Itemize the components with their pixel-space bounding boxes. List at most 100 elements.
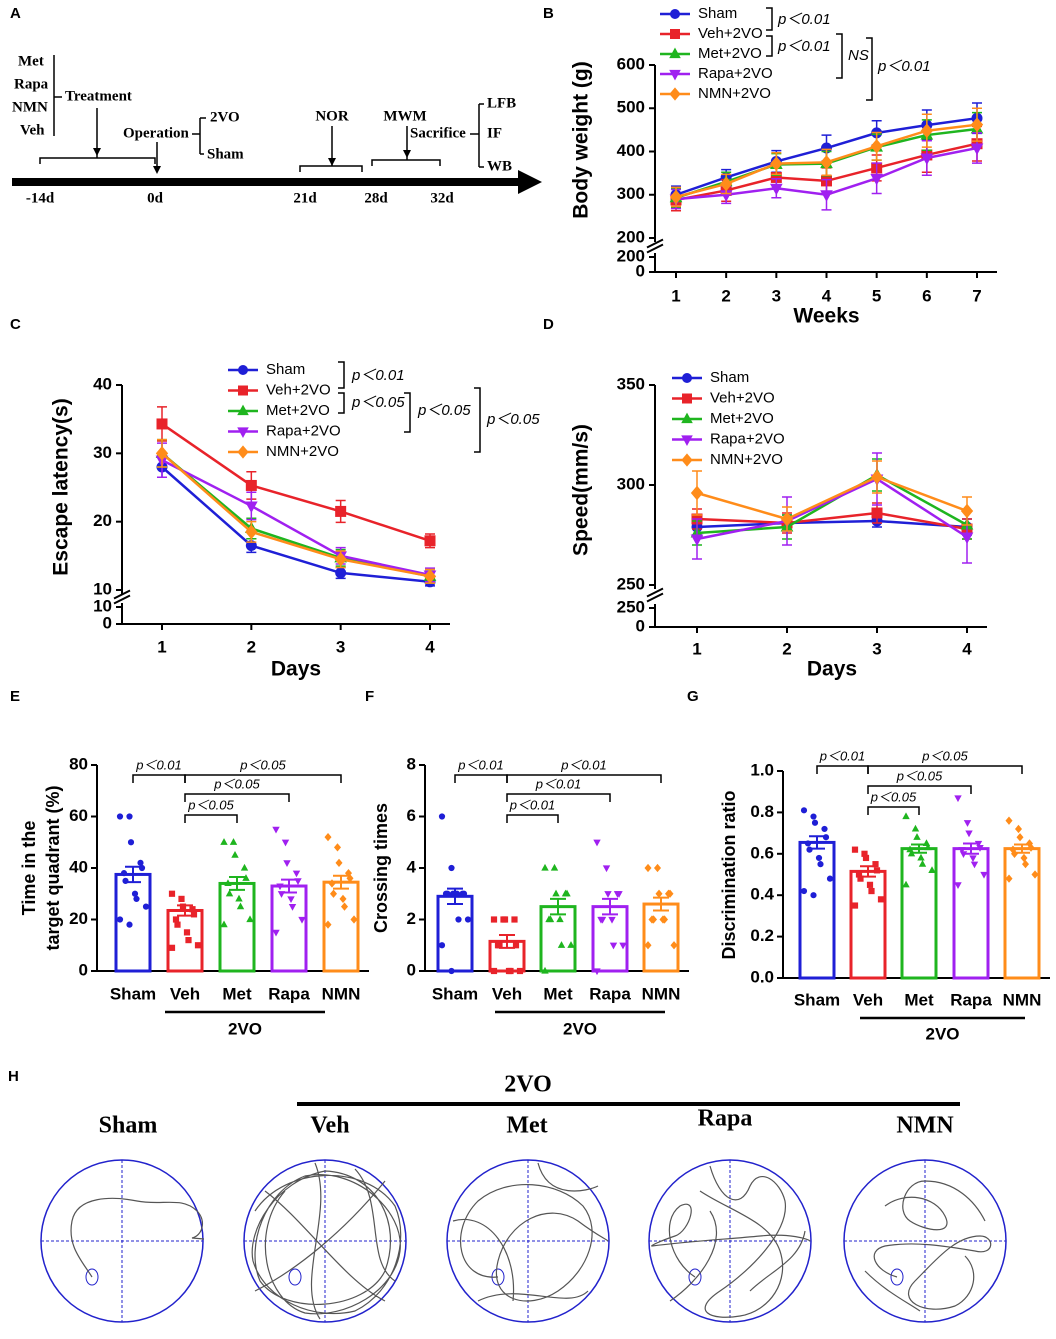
legend-marker — [670, 9, 680, 19]
bracket — [867, 765, 1023, 774]
data-point — [660, 915, 669, 924]
legend-label: NMN+2VO — [710, 451, 783, 468]
data-point — [609, 942, 618, 950]
x-tick-label: NMN — [1003, 990, 1042, 1009]
annotation: NS — [848, 47, 869, 64]
data-point — [283, 860, 291, 868]
x-tick-label: Rapa — [950, 990, 992, 1009]
legend-marker — [669, 87, 681, 101]
trajectory — [864, 1180, 992, 1312]
data-point — [455, 916, 462, 923]
annotation: p＜0.01 — [535, 776, 582, 791]
data-point — [563, 889, 571, 897]
assay: LFB — [487, 95, 516, 111]
x-tick-label: Veh — [170, 984, 200, 1003]
data-point — [464, 916, 472, 923]
bracket — [867, 806, 920, 815]
data-point — [644, 863, 652, 873]
data-point — [593, 839, 601, 847]
data-point — [277, 891, 286, 898]
group-name: Veh — [310, 1113, 349, 1139]
line — [696, 511, 968, 531]
y-tick-label: 8 — [407, 754, 416, 773]
marker — [970, 143, 984, 156]
legend-label: Met+2VO — [698, 45, 762, 62]
treatment: Rapa — [14, 76, 49, 92]
error-bar — [550, 897, 566, 916]
assay: WB — [487, 158, 512, 174]
assay: IF — [487, 125, 502, 141]
data-point — [131, 890, 139, 897]
data-point — [598, 916, 607, 924]
annotation: p＜0.01 — [777, 38, 831, 55]
x-tick-label: 1 — [157, 637, 166, 656]
data-point — [340, 902, 349, 911]
data-point — [168, 944, 176, 951]
data-point — [546, 915, 555, 923]
data-point — [1016, 833, 1024, 842]
data-point — [178, 895, 185, 902]
error-bar — [602, 897, 618, 916]
day: 32d — [430, 190, 454, 206]
data-point — [1020, 853, 1028, 863]
trajectory — [70, 1197, 205, 1278]
data-point — [821, 825, 828, 833]
line — [696, 477, 968, 541]
marker — [690, 534, 704, 547]
arrowhead — [93, 148, 101, 156]
bar — [952, 847, 990, 980]
data-point — [281, 839, 290, 847]
data-point — [557, 941, 566, 948]
y-tick-label: 10 — [93, 579, 112, 598]
data-point — [1021, 859, 1030, 869]
data-point — [862, 854, 870, 862]
annotation: p＜0.05 — [417, 402, 471, 419]
legend-label: Rapa+2VO — [698, 65, 773, 82]
data-point — [179, 903, 187, 910]
x-tick-label: 4 — [822, 286, 832, 305]
data-point — [653, 863, 662, 873]
data-point — [190, 911, 198, 918]
marker — [770, 156, 783, 171]
data-point — [224, 879, 232, 887]
data-point — [126, 813, 133, 820]
y-tick-label: 0.2 — [750, 926, 774, 945]
y-tick-label: 350 — [617, 374, 645, 393]
bracket — [474, 387, 481, 453]
data-point — [567, 941, 575, 948]
x-axis-title: Weeks — [793, 305, 859, 328]
day: 21d — [293, 190, 317, 206]
bar — [591, 905, 629, 973]
bar — [1003, 847, 1041, 980]
data-point — [804, 840, 812, 847]
error-bar — [229, 876, 245, 891]
legend-marker — [237, 427, 249, 438]
data-point — [644, 941, 652, 950]
data-point — [246, 915, 254, 923]
data-point — [350, 915, 358, 924]
data-point — [328, 879, 336, 888]
annotation: p＜0.01 — [351, 367, 405, 384]
data-point — [126, 921, 133, 928]
data-point — [490, 916, 498, 923]
x-tick-label: 3 — [772, 286, 781, 305]
data-point — [225, 889, 234, 897]
arrowheads — [12, 148, 542, 194]
bracket — [192, 117, 206, 155]
legend-marker — [237, 404, 249, 416]
panel-label: D — [543, 316, 554, 333]
marker — [970, 117, 984, 132]
annotation: p＜0.05 — [187, 797, 234, 812]
bracket — [53, 55, 62, 136]
data-point — [619, 942, 627, 950]
arrowhead — [153, 166, 161, 174]
data-point — [826, 875, 834, 882]
data-point — [810, 892, 817, 899]
annotation: p＜0.05 — [921, 748, 968, 763]
legend-label: NMN+2VO — [266, 443, 339, 460]
operation: 2VO — [210, 109, 240, 125]
y-tick-label: 80 — [69, 754, 88, 773]
line — [696, 475, 968, 521]
legend-label: Sham — [266, 361, 305, 378]
bar — [798, 840, 836, 980]
